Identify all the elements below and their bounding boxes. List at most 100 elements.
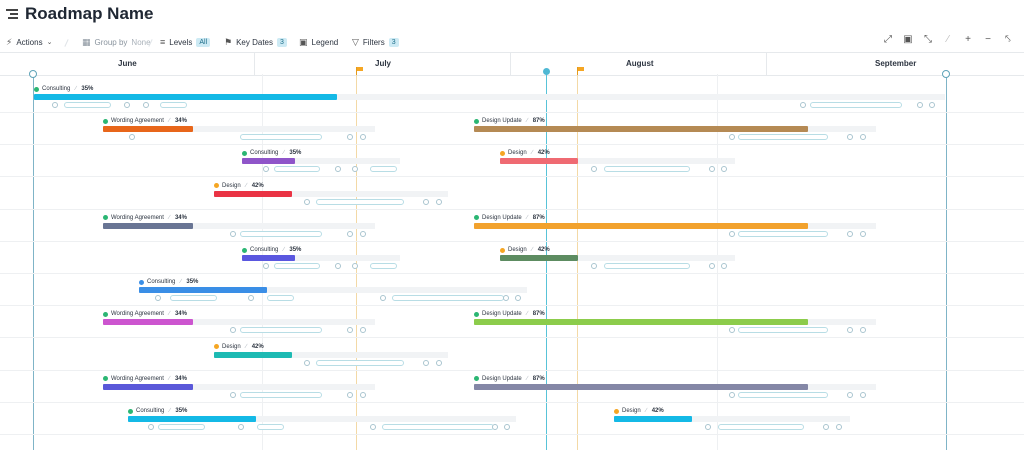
- roadmap-menu-icon[interactable]: [6, 9, 18, 19]
- milestone-marker[interactable]: [352, 166, 358, 173]
- milestone-marker[interactable]: [335, 166, 341, 173]
- milestone-marker[interactable]: [515, 295, 521, 302]
- chevron-down-icon[interactable]: ⌄: [142, 9, 151, 20]
- milestone-marker[interactable]: [591, 263, 597, 269]
- milestone-marker[interactable]: [729, 230, 735, 237]
- sub-item-bar[interactable]: [316, 359, 404, 366]
- milestone-marker[interactable]: [504, 424, 510, 430]
- milestone-marker[interactable]: [347, 391, 353, 398]
- item-bar[interactable]: [474, 383, 808, 390]
- sub-item-bar[interactable]: [604, 263, 690, 269]
- milestone-marker[interactable]: [503, 295, 509, 302]
- milestone-marker[interactable]: [360, 391, 366, 398]
- sub-item-bar[interactable]: [810, 102, 902, 108]
- milestone-marker[interactable]: [52, 102, 58, 108]
- milestone-marker[interactable]: [721, 263, 727, 269]
- milestone-marker[interactable]: [360, 327, 366, 334]
- milestone-marker[interactable]: [263, 263, 269, 269]
- fullscreen-icon[interactable]: ⤡: [924, 34, 932, 45]
- milestone-marker[interactable]: [360, 134, 366, 141]
- milestone-marker[interactable]: [860, 230, 866, 237]
- item-bar[interactable]: [500, 158, 578, 165]
- item-bar[interactable]: [474, 222, 808, 229]
- sub-item-bar[interactable]: [738, 327, 828, 334]
- item-bar[interactable]: [242, 158, 295, 165]
- legend-button[interactable]: ▣ Legend: [299, 33, 338, 51]
- item-bar[interactable]: [214, 351, 292, 358]
- milestone-marker[interactable]: [143, 102, 149, 108]
- milestone-marker[interactable]: [929, 102, 935, 108]
- milestone-marker[interactable]: [347, 230, 353, 237]
- milestone-marker[interactable]: [729, 134, 735, 141]
- milestone-marker[interactable]: [370, 424, 376, 430]
- sub-item-bar[interactable]: [738, 230, 828, 237]
- sub-item-bar[interactable]: [257, 424, 284, 430]
- milestone-marker[interactable]: [155, 295, 161, 302]
- milestone-marker[interactable]: [729, 327, 735, 334]
- milestone-marker[interactable]: [352, 263, 358, 269]
- item-bar[interactable]: [242, 255, 295, 261]
- sub-item-bar[interactable]: [718, 424, 804, 430]
- item-bar[interactable]: [103, 383, 193, 390]
- sub-item-bar[interactable]: [370, 166, 397, 173]
- sub-item-bar[interactable]: [274, 166, 320, 173]
- sub-item-bar[interactable]: [160, 102, 187, 108]
- item-bar[interactable]: [103, 222, 193, 229]
- sub-item-bar[interactable]: [240, 327, 322, 334]
- milestone-marker[interactable]: [423, 198, 429, 205]
- expand-icon[interactable]: ⤢: [884, 34, 892, 45]
- sub-item-bar[interactable]: [158, 424, 205, 430]
- milestone-marker[interactable]: [263, 166, 269, 173]
- milestone-marker[interactable]: [436, 359, 442, 366]
- filters-button[interactable]: ▽ Filters 3: [352, 33, 399, 51]
- milestone-marker[interactable]: [304, 198, 310, 205]
- milestone-marker[interactable]: [847, 327, 853, 334]
- milestone-marker[interactable]: [823, 424, 829, 430]
- item-bar[interactable]: [103, 319, 193, 326]
- milestone-marker[interactable]: [917, 102, 923, 108]
- group-by-button[interactable]: ▦ Group by None: [82, 33, 151, 51]
- sub-item-bar[interactable]: [64, 102, 111, 108]
- item-bar[interactable]: [614, 416, 692, 422]
- milestone-marker[interactable]: [847, 134, 853, 141]
- milestone-marker[interactable]: [847, 391, 853, 398]
- milestone-marker[interactable]: [124, 102, 130, 108]
- milestone-marker[interactable]: [238, 424, 244, 430]
- item-bar[interactable]: [139, 287, 267, 294]
- sub-item-bar[interactable]: [316, 198, 404, 205]
- item-bar[interactable]: [34, 94, 337, 100]
- milestone-marker[interactable]: [492, 424, 498, 430]
- sub-item-bar[interactable]: [382, 424, 494, 430]
- sub-item-bar[interactable]: [738, 391, 828, 398]
- milestone-marker[interactable]: [729, 391, 735, 398]
- milestone-marker[interactable]: [423, 359, 429, 366]
- key-dates-button[interactable]: ⚑ Key Dates 3: [224, 33, 287, 51]
- milestone-marker[interactable]: [860, 327, 866, 334]
- sub-item-bar[interactable]: [604, 166, 690, 173]
- item-bar[interactable]: [474, 319, 808, 326]
- milestone-marker[interactable]: [347, 134, 353, 141]
- item-bar[interactable]: [474, 126, 808, 133]
- milestone-marker[interactable]: [304, 359, 310, 366]
- milestone-marker[interactable]: [709, 263, 715, 269]
- sub-item-bar[interactable]: [738, 134, 828, 141]
- milestone-marker[interactable]: [709, 166, 715, 173]
- item-bar[interactable]: [103, 126, 193, 133]
- milestone-marker[interactable]: [230, 230, 236, 237]
- milestone-marker[interactable]: [380, 295, 386, 302]
- timeline-end-handle[interactable]: [942, 70, 950, 78]
- page-title[interactable]: Roadmap Name: [25, 4, 154, 23]
- item-bar[interactable]: [500, 255, 578, 261]
- milestone-marker[interactable]: [721, 166, 727, 173]
- sub-item-bar[interactable]: [392, 295, 504, 302]
- sub-item-bar[interactable]: [274, 263, 320, 269]
- key-date-flag-icon[interactable]: [577, 67, 585, 75]
- milestone-marker[interactable]: [860, 391, 866, 398]
- milestone-marker[interactable]: [860, 134, 866, 141]
- milestone-marker[interactable]: [129, 134, 135, 141]
- milestone-marker[interactable]: [847, 230, 853, 237]
- milestone-marker[interactable]: [591, 166, 597, 173]
- milestone-marker[interactable]: [800, 102, 806, 108]
- milestone-marker[interactable]: [230, 327, 236, 334]
- key-date-flag-icon[interactable]: [356, 67, 364, 75]
